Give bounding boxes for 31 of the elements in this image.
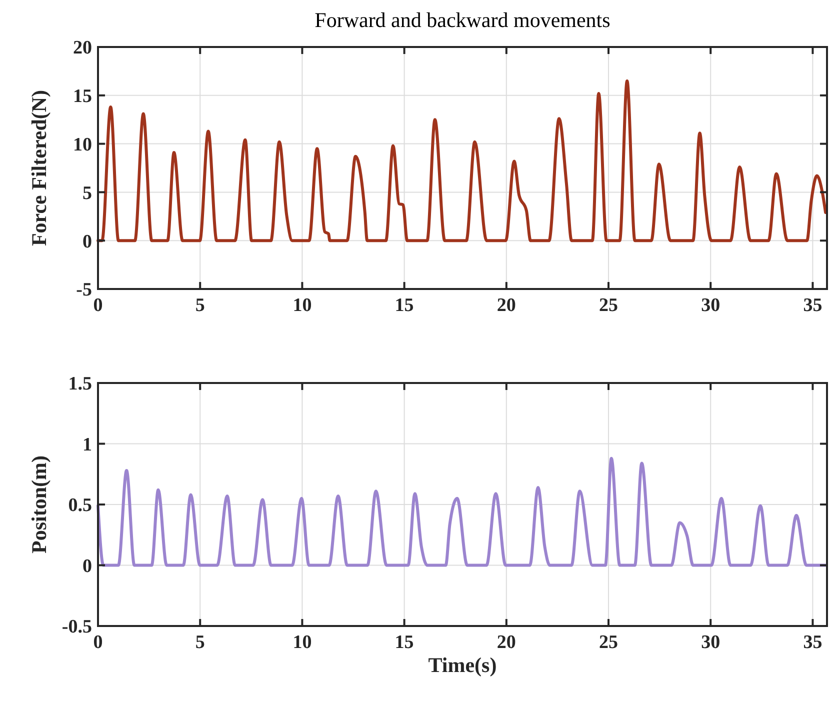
x-tick-label: 35	[803, 632, 822, 653]
line-series	[96, 79, 828, 242]
x-tick-label: 10	[292, 295, 312, 316]
y-tick-label: 5	[82, 182, 92, 204]
line-series	[96, 456, 828, 567]
y-axis-title: Force Filtered(N)	[27, 90, 51, 246]
y-tick-label: 0	[82, 231, 92, 252]
y-tick-label: -5	[76, 280, 92, 301]
y-tick-label: 0	[82, 556, 92, 577]
x-tick-label: 25	[599, 632, 618, 653]
x-tick-label: 15	[394, 295, 414, 316]
y-tick-label: 1.5	[68, 374, 92, 395]
y-tick-label: 10	[73, 134, 92, 156]
y-axis-title: Positon(m)	[27, 456, 51, 554]
chart-title: Forward and backward movements	[314, 8, 610, 32]
y-tick-label: 1	[82, 434, 92, 456]
x-tick-label: 25	[599, 295, 618, 316]
y-tick-label: -0.5	[62, 616, 92, 638]
x-tick-label: 15	[394, 632, 414, 653]
x-tick-label: 20	[496, 295, 516, 316]
x-tick-label: 20	[496, 632, 516, 653]
x-tick-label: 5	[195, 295, 205, 316]
x-tick-label: 30	[701, 295, 720, 316]
x-tick-label: 35	[803, 295, 822, 316]
x-tick-label: 10	[292, 632, 312, 653]
y-tick-label: 0.5	[68, 495, 92, 516]
y-tick-label: 20	[73, 38, 92, 59]
x-axis-title: Time(s)	[428, 653, 497, 677]
y-tick-label: 15	[73, 86, 92, 108]
x-tick-label: 30	[701, 632, 720, 653]
x-tick-label: 5	[195, 632, 205, 653]
